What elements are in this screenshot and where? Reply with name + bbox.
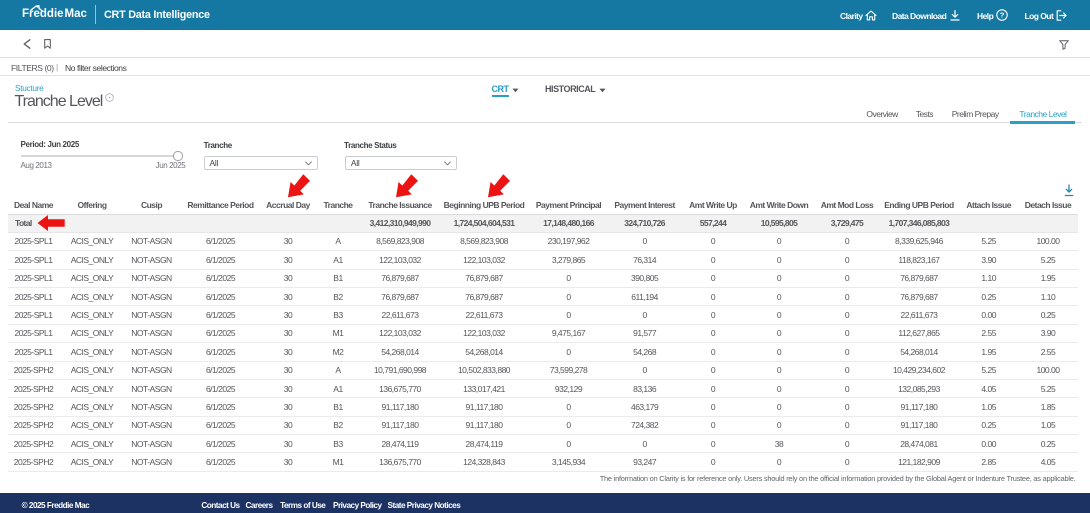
svg-text:?: ? [999,10,1004,19]
